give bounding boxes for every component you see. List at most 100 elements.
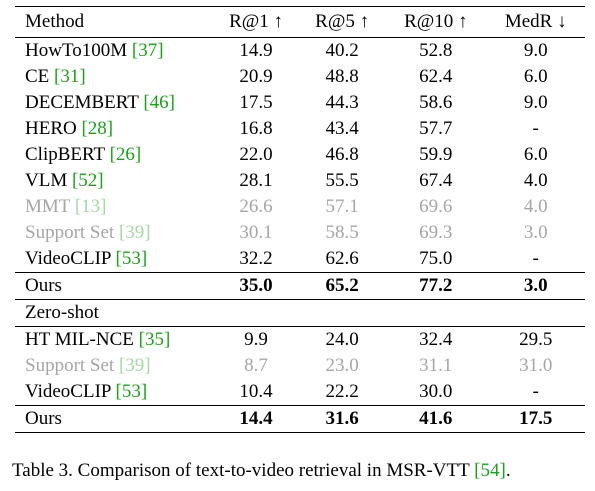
citation-link[interactable]: [35] <box>138 329 171 350</box>
ours-finetuned-section: Ours 35.0 65.2 77.2 3.0 Zero-shot <box>15 272 585 327</box>
method-name: MMT <box>25 196 75 217</box>
caption-citation-link[interactable]: [54] <box>474 460 506 481</box>
r5-cell: 44.3 <box>325 92 359 113</box>
method-name: ClipBERT <box>25 144 110 165</box>
ours-zero-shot-section: Ours 14.4 31.6 41.6 17.5 <box>15 405 585 433</box>
method-cell: CE [31] <box>15 64 213 90</box>
r10-cell: 69.3 <box>419 222 453 243</box>
r10-cell: 69.6 <box>419 196 453 217</box>
method-name: VLM <box>25 170 72 191</box>
method-cell: MMT [13] <box>15 194 213 220</box>
table-row: VideoCLIP [53] 10.4 22.2 30.0 - <box>15 379 585 406</box>
method-cell: Support Set [39] <box>15 353 213 379</box>
citation-link[interactable]: [26] <box>109 144 142 165</box>
header-row: Method R@1 ↑ R@5 ↑ R@10 ↑ MedR ↓ <box>15 6 585 38</box>
method-name: Support Set <box>25 355 119 376</box>
medr-cell: 4.0 <box>523 170 548 191</box>
medr-cell: - <box>532 118 539 139</box>
zero-shot-header-row: Zero-shot <box>15 299 585 327</box>
citation-link[interactable]: [37] <box>131 40 164 61</box>
citation-link[interactable]: [31] <box>54 66 86 87</box>
medr-cell: 31.0 <box>519 355 553 376</box>
r1-cell: 8.7 <box>244 355 268 376</box>
r1-cell: 16.8 <box>239 118 273 139</box>
table-row: Support Set [39] 30.1 58.5 69.3 3.0 <box>15 220 585 246</box>
table-row: VLM [52] 28.1 55.5 67.4 4.0 <box>15 168 585 194</box>
citation-link[interactable]: [28] <box>81 118 114 139</box>
table-row: MMT [13] 26.6 57.1 69.6 4.0 <box>15 194 585 220</box>
method-cell: VideoCLIP [53] <box>15 246 213 273</box>
method-cell: HT MIL-NCE [35] <box>15 327 213 354</box>
r5-cell: 48.8 <box>325 66 359 87</box>
medr-cell: 3.0 <box>486 272 585 300</box>
r1-cell: 14.9 <box>239 40 273 61</box>
method-name: VideoCLIP <box>25 248 116 269</box>
table-row: HowTo100M [37] 14.9 40.2 52.8 9.0 <box>15 38 585 65</box>
medr-cell: 29.5 <box>519 329 553 350</box>
r5-cell: 24.0 <box>325 329 359 350</box>
r5-cell: 22.2 <box>325 381 359 402</box>
results-table: Method R@1 ↑ R@5 ↑ R@10 ↑ MedR ↓ HowTo10… <box>15 6 585 433</box>
method-name: HowTo100M <box>25 40 132 61</box>
medr-cell: - <box>532 248 539 269</box>
method-name: CE <box>25 66 55 87</box>
header-r10: R@10 ↑ <box>385 6 487 38</box>
r10-cell: 32.4 <box>419 329 453 350</box>
citation-link[interactable]: [53] <box>115 248 148 269</box>
header-method: Method <box>15 6 213 38</box>
zero-shot-section: HT MIL-NCE [35] 9.9 24.0 32.4 29.5 Support Se… <box>15 327 585 406</box>
ours-zero-shot-row: Ours 14.4 31.6 41.6 17.5 <box>15 405 585 433</box>
citation-link[interactable]: [39] <box>118 355 151 376</box>
method-cell: DECEMBERT [46] <box>15 90 213 116</box>
method-name: DECEMBERT <box>25 92 144 113</box>
medr-cell: 3.0 <box>523 222 548 243</box>
table-row: Support Set [39] 8.7 23.0 31.1 31.0 <box>15 353 585 379</box>
medr-cell: 4.0 <box>523 196 548 217</box>
medr-cell: 9.0 <box>523 92 548 113</box>
r5-cell: 62.6 <box>325 248 359 269</box>
citation-link[interactable]: [39] <box>118 222 151 243</box>
citation-link[interactable]: [52] <box>71 170 104 191</box>
table-row: VideoCLIP [53] 32.2 62.6 75.0 - <box>15 246 585 273</box>
r1-cell: 35.0 <box>213 272 300 300</box>
r5-cell: 23.0 <box>325 355 359 376</box>
citation-link[interactable]: [53] <box>115 381 148 402</box>
r1-cell: 26.6 <box>239 196 273 217</box>
r5-cell: 57.1 <box>325 196 359 217</box>
ours-row: Ours 35.0 65.2 77.2 3.0 <box>15 272 585 300</box>
r1-cell: 14.4 <box>213 405 300 433</box>
r5-cell: 31.6 <box>299 405 386 433</box>
method-cell: VLM [52] <box>15 168 213 194</box>
medr-cell: 17.5 <box>486 405 585 433</box>
method-cell: HowTo100M [37] <box>15 38 213 65</box>
r10-cell: 59.9 <box>419 144 453 165</box>
finetuned-section: HowTo100M [37] 14.9 40.2 52.8 9.0 CE [31] 20.9… <box>15 38 585 273</box>
caption-text: Table 3. Comparison of text-to-video ret… <box>12 460 475 481</box>
method-cell: Ours <box>15 272 213 300</box>
r10-cell: 58.6 <box>419 92 453 113</box>
header-r1: R@1 ↑ <box>213 6 300 38</box>
method-name: HERO <box>25 118 82 139</box>
citation-link[interactable]: [46] <box>143 92 175 113</box>
r5-cell: 46.8 <box>325 144 359 165</box>
r10-cell: 77.2 <box>385 272 487 300</box>
r10-cell: 52.8 <box>419 40 453 61</box>
table-row: CE [31] 20.9 48.8 62.4 6.0 <box>15 64 585 90</box>
table-row: ClipBERT [26] 22.0 46.8 59.9 6.0 <box>15 142 585 168</box>
method-cell: Ours <box>15 405 213 433</box>
table-row: HERO [28] 16.8 43.4 57.7 - <box>15 116 585 142</box>
r10-cell: 31.1 <box>419 355 453 376</box>
r10-cell: 30.0 <box>419 381 453 402</box>
method-cell: Support Set [39] <box>15 220 213 246</box>
medr-cell: 6.0 <box>523 66 548 87</box>
zero-shot-label: Zero-shot <box>15 299 585 327</box>
medr-cell: 6.0 <box>523 144 548 165</box>
r5-cell: 65.2 <box>299 272 386 300</box>
header-r5: R@5 ↑ <box>299 6 386 38</box>
r1-cell: 28.1 <box>239 170 273 191</box>
citation-link[interactable]: [13] <box>74 196 107 217</box>
r1-cell: 9.9 <box>244 329 268 350</box>
r1-cell: 30.1 <box>239 222 273 243</box>
results-table-container: Method R@1 ↑ R@5 ↑ R@10 ↑ MedR ↓ HowTo10… <box>15 6 585 433</box>
table-row: DECEMBERT [46] 17.5 44.3 58.6 9.0 <box>15 90 585 116</box>
